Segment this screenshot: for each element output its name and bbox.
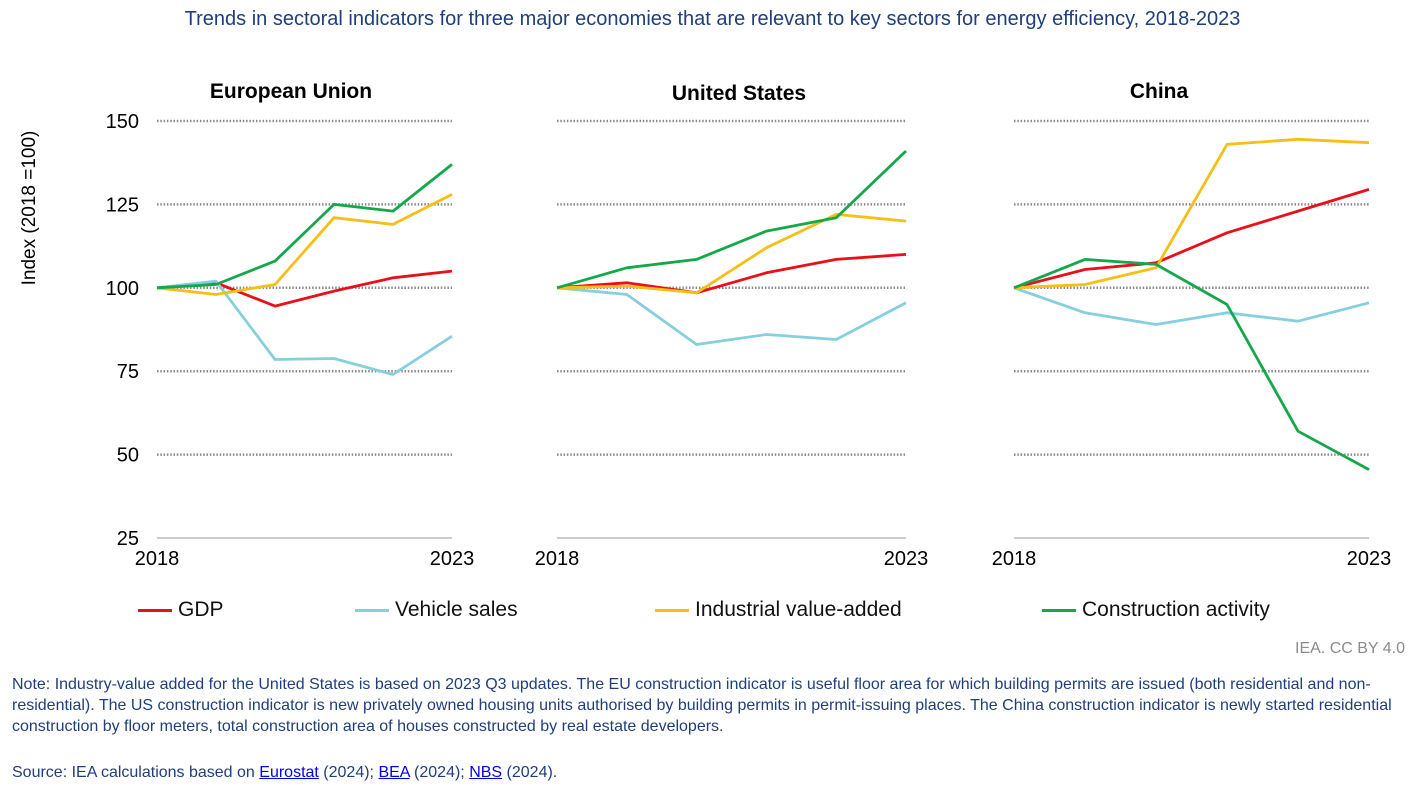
legend-label-industrial: Industrial value-added xyxy=(695,598,902,621)
china-x-tick-label: 2018 xyxy=(992,548,1037,570)
source-suffix-nbs: (2024). xyxy=(502,764,558,781)
china-series-gdp xyxy=(1013,188,1370,290)
us-series-vehicle-sales xyxy=(556,286,907,346)
china-series-industrial-value-added xyxy=(1013,137,1370,290)
credit: IEA. CC BY 4.0 xyxy=(1295,640,1405,657)
source-link-nbs[interactable]: NBS xyxy=(469,764,503,781)
us-x-tick-label: 2023 xyxy=(884,548,929,570)
y-tick-label: 100 xyxy=(106,278,139,300)
eu-series-industrial-value-added xyxy=(156,193,453,296)
legend-item-construction-activity: Construction activity xyxy=(1042,598,1270,622)
panel-title-us: United States xyxy=(671,82,807,105)
note: Note: Industry-value added for the Unite… xyxy=(12,676,1392,735)
eu-x-tick-label: 2018 xyxy=(135,548,180,570)
legend-label-vehicle-sales: Vehicle sales xyxy=(395,598,518,621)
source: Source: IEA calculations based on Eurost… xyxy=(12,764,557,782)
source-link-eurostat[interactable]: Eurostat xyxy=(259,764,319,781)
chart-title: Trends in sectoral indicators for three … xyxy=(184,8,1241,30)
source-suffix-eurostat: (2024); xyxy=(318,764,379,781)
y-tick-label: 25 xyxy=(117,528,139,550)
y-tick-label: 75 xyxy=(117,361,139,383)
panel-title-eu: European Union xyxy=(209,80,373,103)
y-tick-label: 125 xyxy=(106,194,139,216)
legend-swatch-construction xyxy=(1042,608,1076,612)
source-prefix: Source: IEA calculations based on xyxy=(12,764,260,781)
legend: GDP Vehicle sales Industrial value-added… xyxy=(0,598,1425,624)
legend-item-industrial-value-added: Industrial value-added xyxy=(655,598,902,622)
legend-swatch-gdp xyxy=(138,608,172,612)
us-series-construction-activity xyxy=(556,149,907,290)
y-tick-label: 150 xyxy=(106,111,139,133)
legend-swatch-industrial xyxy=(655,608,689,612)
china-x-tick-label: 2023 xyxy=(1347,548,1392,570)
us-x-tick-label: 2018 xyxy=(535,548,580,570)
legend-swatch-vehicle-sales xyxy=(355,608,389,612)
chart-area: 25 50 75 100 125 150 2018 2023 2018 2023 2018 2023 xyxy=(106,111,1392,570)
eu-series-vehicle-sales xyxy=(156,279,453,376)
us-series-industrial-value-added xyxy=(556,212,907,295)
china-series-construction-activity xyxy=(1013,257,1370,471)
legend-item-vehicle-sales: Vehicle sales xyxy=(355,598,518,622)
legend-label-construction: Construction activity xyxy=(1082,598,1270,621)
china-series-vehicle-sales xyxy=(1013,286,1370,326)
y-tick-label: 50 xyxy=(117,445,139,467)
legend-item-gdp: GDP xyxy=(138,598,224,622)
eu-series-construction-activity xyxy=(156,163,453,290)
source-suffix-bea: (2024); xyxy=(409,764,470,781)
panel-title-china: China xyxy=(1129,80,1189,103)
eu-x-tick-label: 2023 xyxy=(430,548,475,570)
us-series-gdp xyxy=(556,253,907,295)
eu-series-gdp xyxy=(156,269,453,308)
source-link-bea[interactable]: BEA xyxy=(378,764,410,781)
legend-label-gdp: GDP xyxy=(178,598,224,621)
